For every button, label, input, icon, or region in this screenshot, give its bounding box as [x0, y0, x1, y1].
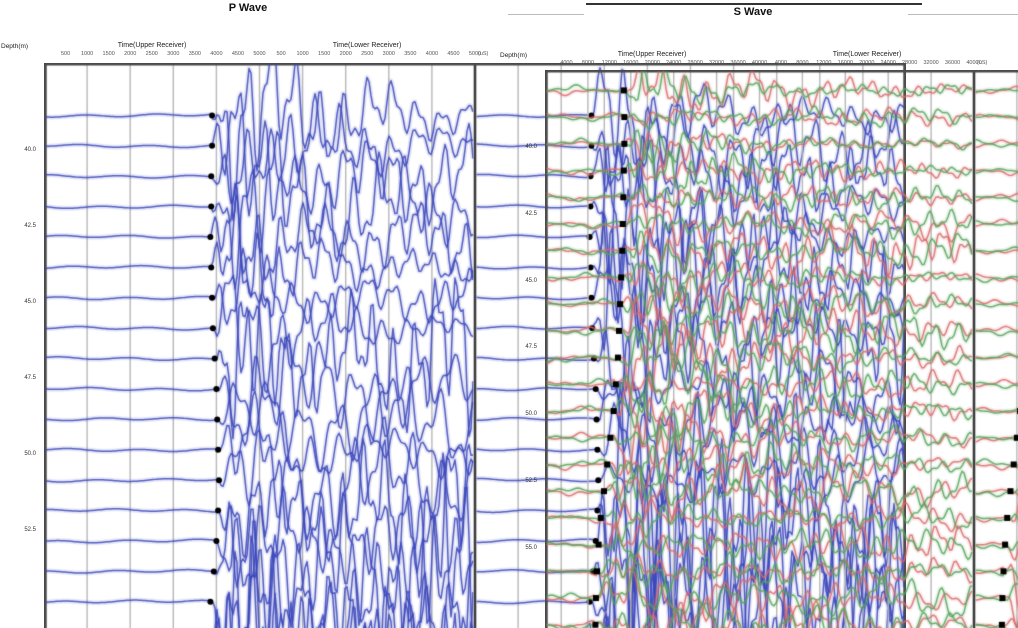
p-time-tick-label: 4000 — [425, 51, 439, 57]
p-time-tick-label: 500 — [60, 51, 71, 57]
p-time-tick-label: 3500 — [404, 51, 417, 57]
s-time-tick-label: 36000 — [730, 60, 746, 66]
s-wave-title: S Wave — [733, 6, 773, 18]
s-time-tick-label: 32000 — [923, 60, 939, 66]
p-time-tick-label: 3000 — [382, 51, 395, 57]
p-time-tick-label: 3000 — [167, 51, 180, 57]
s-time-tick-label: 12000 — [816, 60, 832, 66]
s-time-tick-label: 40000 — [751, 60, 768, 66]
s-time-tick-label: 20000 — [644, 60, 660, 66]
p-time-tick-label: 3500 — [188, 51, 201, 57]
p-time-tick-label: 4500 — [447, 51, 460, 57]
s-depth-tick-label: 45.0 — [525, 277, 537, 284]
s-time-tick-label: 28000 — [687, 60, 703, 66]
s-depth-axis-label: Depth(m) — [500, 52, 528, 59]
s-time-tick-label: 28000 — [901, 60, 918, 66]
s-time-unit-label: (uS) — [977, 60, 988, 66]
p-lower-receiver-axis-label: Time(Lower Receiver) — [332, 42, 402, 49]
s-time-tick-label: 4000 — [560, 60, 573, 66]
p-time-tick-label: 4000 — [210, 51, 223, 57]
p-depth-tick-label: 52.5 — [24, 527, 36, 533]
s-depth-tick-label: 50.0 — [525, 411, 537, 418]
s-lower-receiver-axis-label: Time(Lower Receiver) — [832, 51, 902, 58]
s-depth-tick-label: 42.5 — [525, 210, 537, 217]
p-wave-title: P Wave — [228, 2, 268, 14]
s-time-tick-label: 12000 — [601, 60, 617, 66]
p-time-tick-label: 2000 — [124, 51, 137, 57]
s-upper-receiver-axis-label: Time(Upper Receiver) — [617, 51, 687, 58]
s-time-tick-label: 8000 — [581, 60, 595, 66]
p-time-unit-label: (uS) — [478, 51, 489, 57]
p-time-tick-label: 2500 — [145, 51, 158, 57]
s-time-tick-label: 36000 — [944, 60, 961, 66]
p-time-tick-label: 1500 — [318, 51, 331, 57]
s-time-tick-label: 16000 — [837, 60, 853, 66]
p-depth-tick-label: 45.0 — [24, 299, 36, 305]
p-time-tick-label: 500 — [276, 51, 286, 57]
s-figure-left-frame-line — [508, 14, 584, 15]
s-time-tick-label: 20000 — [859, 60, 875, 66]
s-time-tick-label: 32000 — [708, 60, 725, 66]
s-depth-tick-label: 40.0 — [525, 144, 537, 150]
p-time-tick-label: 2500 — [361, 51, 374, 57]
s-time-tick-label: 40000 — [966, 60, 982, 66]
p-depth-tick-label: 50.0 — [24, 451, 36, 457]
s-figure-top-frame-line — [586, 3, 922, 5]
s-time-tick-label: 16000 — [623, 60, 639, 66]
s-depth-tick-label: 52.5 — [525, 478, 537, 484]
s-time-tick-label: 24000 — [880, 60, 896, 66]
s-time-tick-label: 4000 — [774, 60, 788, 66]
s-time-tick-label: 24000 — [666, 60, 682, 66]
s-wave-plot-canvas — [545, 70, 1018, 628]
p-upper-receiver-axis-label: Time(Upper Receiver) — [117, 42, 187, 49]
s-figure-right-frame-line — [908, 14, 1018, 15]
p-time-tick-label: 5000 — [253, 51, 266, 57]
p-time-tick-label: 5000 — [468, 51, 482, 57]
p-time-tick-label: 1500 — [102, 51, 115, 57]
p-depth-tick-label: 42.5 — [24, 223, 36, 229]
p-depth-tick-label: 47.5 — [24, 375, 36, 381]
p-time-tick-label: 1000 — [80, 51, 94, 57]
p-time-tick-label: 4500 — [231, 51, 245, 57]
s-time-tick-label: 8000 — [796, 60, 809, 66]
s-depth-tick-label: 55.0 — [525, 544, 537, 551]
p-time-tick-label: 1000 — [296, 51, 309, 57]
p-time-tick-label: 2000 — [339, 51, 352, 57]
p-depth-tick-label: 40.0 — [24, 147, 36, 153]
p-depth-axis-label: Depth(m) — [1, 43, 29, 50]
s-depth-tick-label: 47.5 — [525, 344, 537, 351]
